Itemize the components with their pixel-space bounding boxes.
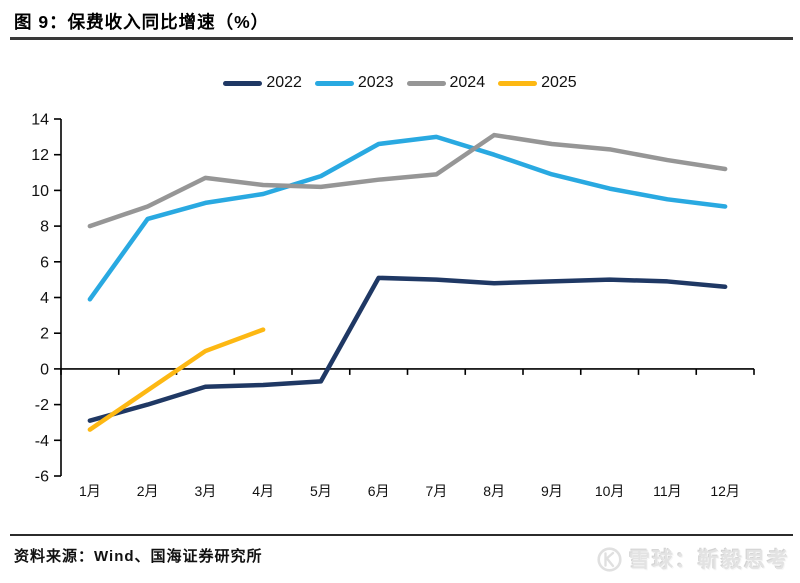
chart-legend: 2022 2023 2024 2025	[0, 71, 800, 95]
legend-label-2024: 2024	[449, 74, 486, 91]
legend-item-2023: 2023	[314, 74, 394, 92]
footer-divider	[10, 534, 793, 536]
title-divider	[10, 37, 793, 40]
legend-swatch-2023	[314, 80, 354, 86]
y-tick-label: 12	[31, 147, 49, 164]
x-tick-label: 11月	[653, 483, 682, 499]
y-tick-label: 2	[40, 326, 49, 343]
series-line-2024	[87, 132, 728, 229]
legend-swatch-2022	[223, 80, 263, 86]
xueqiu-logo-icon	[597, 546, 622, 572]
series-line-2023	[87, 134, 728, 302]
y-tick-label: 10	[31, 183, 49, 200]
y-tick-label: 4	[40, 290, 49, 307]
source-note: 资料来源：Wind、国海证券研究所	[14, 548, 263, 565]
x-tick-label: 4月	[252, 483, 274, 499]
x-tick-label: 8月	[483, 483, 505, 499]
x-tick-label: 12月	[710, 483, 740, 499]
y-tick-label: -4	[35, 433, 49, 450]
x-tick-label: 5月	[310, 483, 332, 499]
watermark-text: 雪球：靳毅思考	[629, 549, 790, 572]
legend-label-2025: 2025	[541, 74, 577, 91]
x-tick-label: 9月	[541, 483, 563, 499]
x-tick-label: 10月	[595, 483, 625, 499]
x-tick-label: 1月	[79, 483, 101, 499]
x-tick-label: 7月	[425, 483, 447, 499]
figure-title: 图 9：保费收入同比增速（%）	[14, 12, 270, 32]
legend-label-2022: 2022	[266, 74, 302, 91]
legend-item-2022: 2022	[223, 74, 302, 92]
legend-label-2023: 2023	[357, 74, 394, 91]
series-line-2025	[87, 327, 266, 432]
x-tick-label: 3月	[194, 483, 216, 499]
watermark: 雪球：靳毅思考	[596, 544, 790, 574]
legend-swatch-2025	[498, 80, 538, 86]
x-tick-label: 2月	[137, 483, 159, 499]
y-tick-label: 8	[40, 219, 49, 236]
x-tick-label: 6月	[368, 483, 390, 499]
y-tick-label: -6	[35, 469, 49, 486]
y-tick-label: 0	[40, 361, 49, 378]
legend-item-2024: 2024	[406, 74, 486, 92]
y-tick-label: 6	[40, 254, 49, 271]
y-tick-label: -2	[35, 397, 49, 414]
y-tick-label: 14	[31, 112, 49, 129]
series-line-2022	[87, 275, 728, 423]
legend-item-2025: 2025	[498, 74, 577, 92]
legend-swatch-2024	[406, 80, 446, 86]
